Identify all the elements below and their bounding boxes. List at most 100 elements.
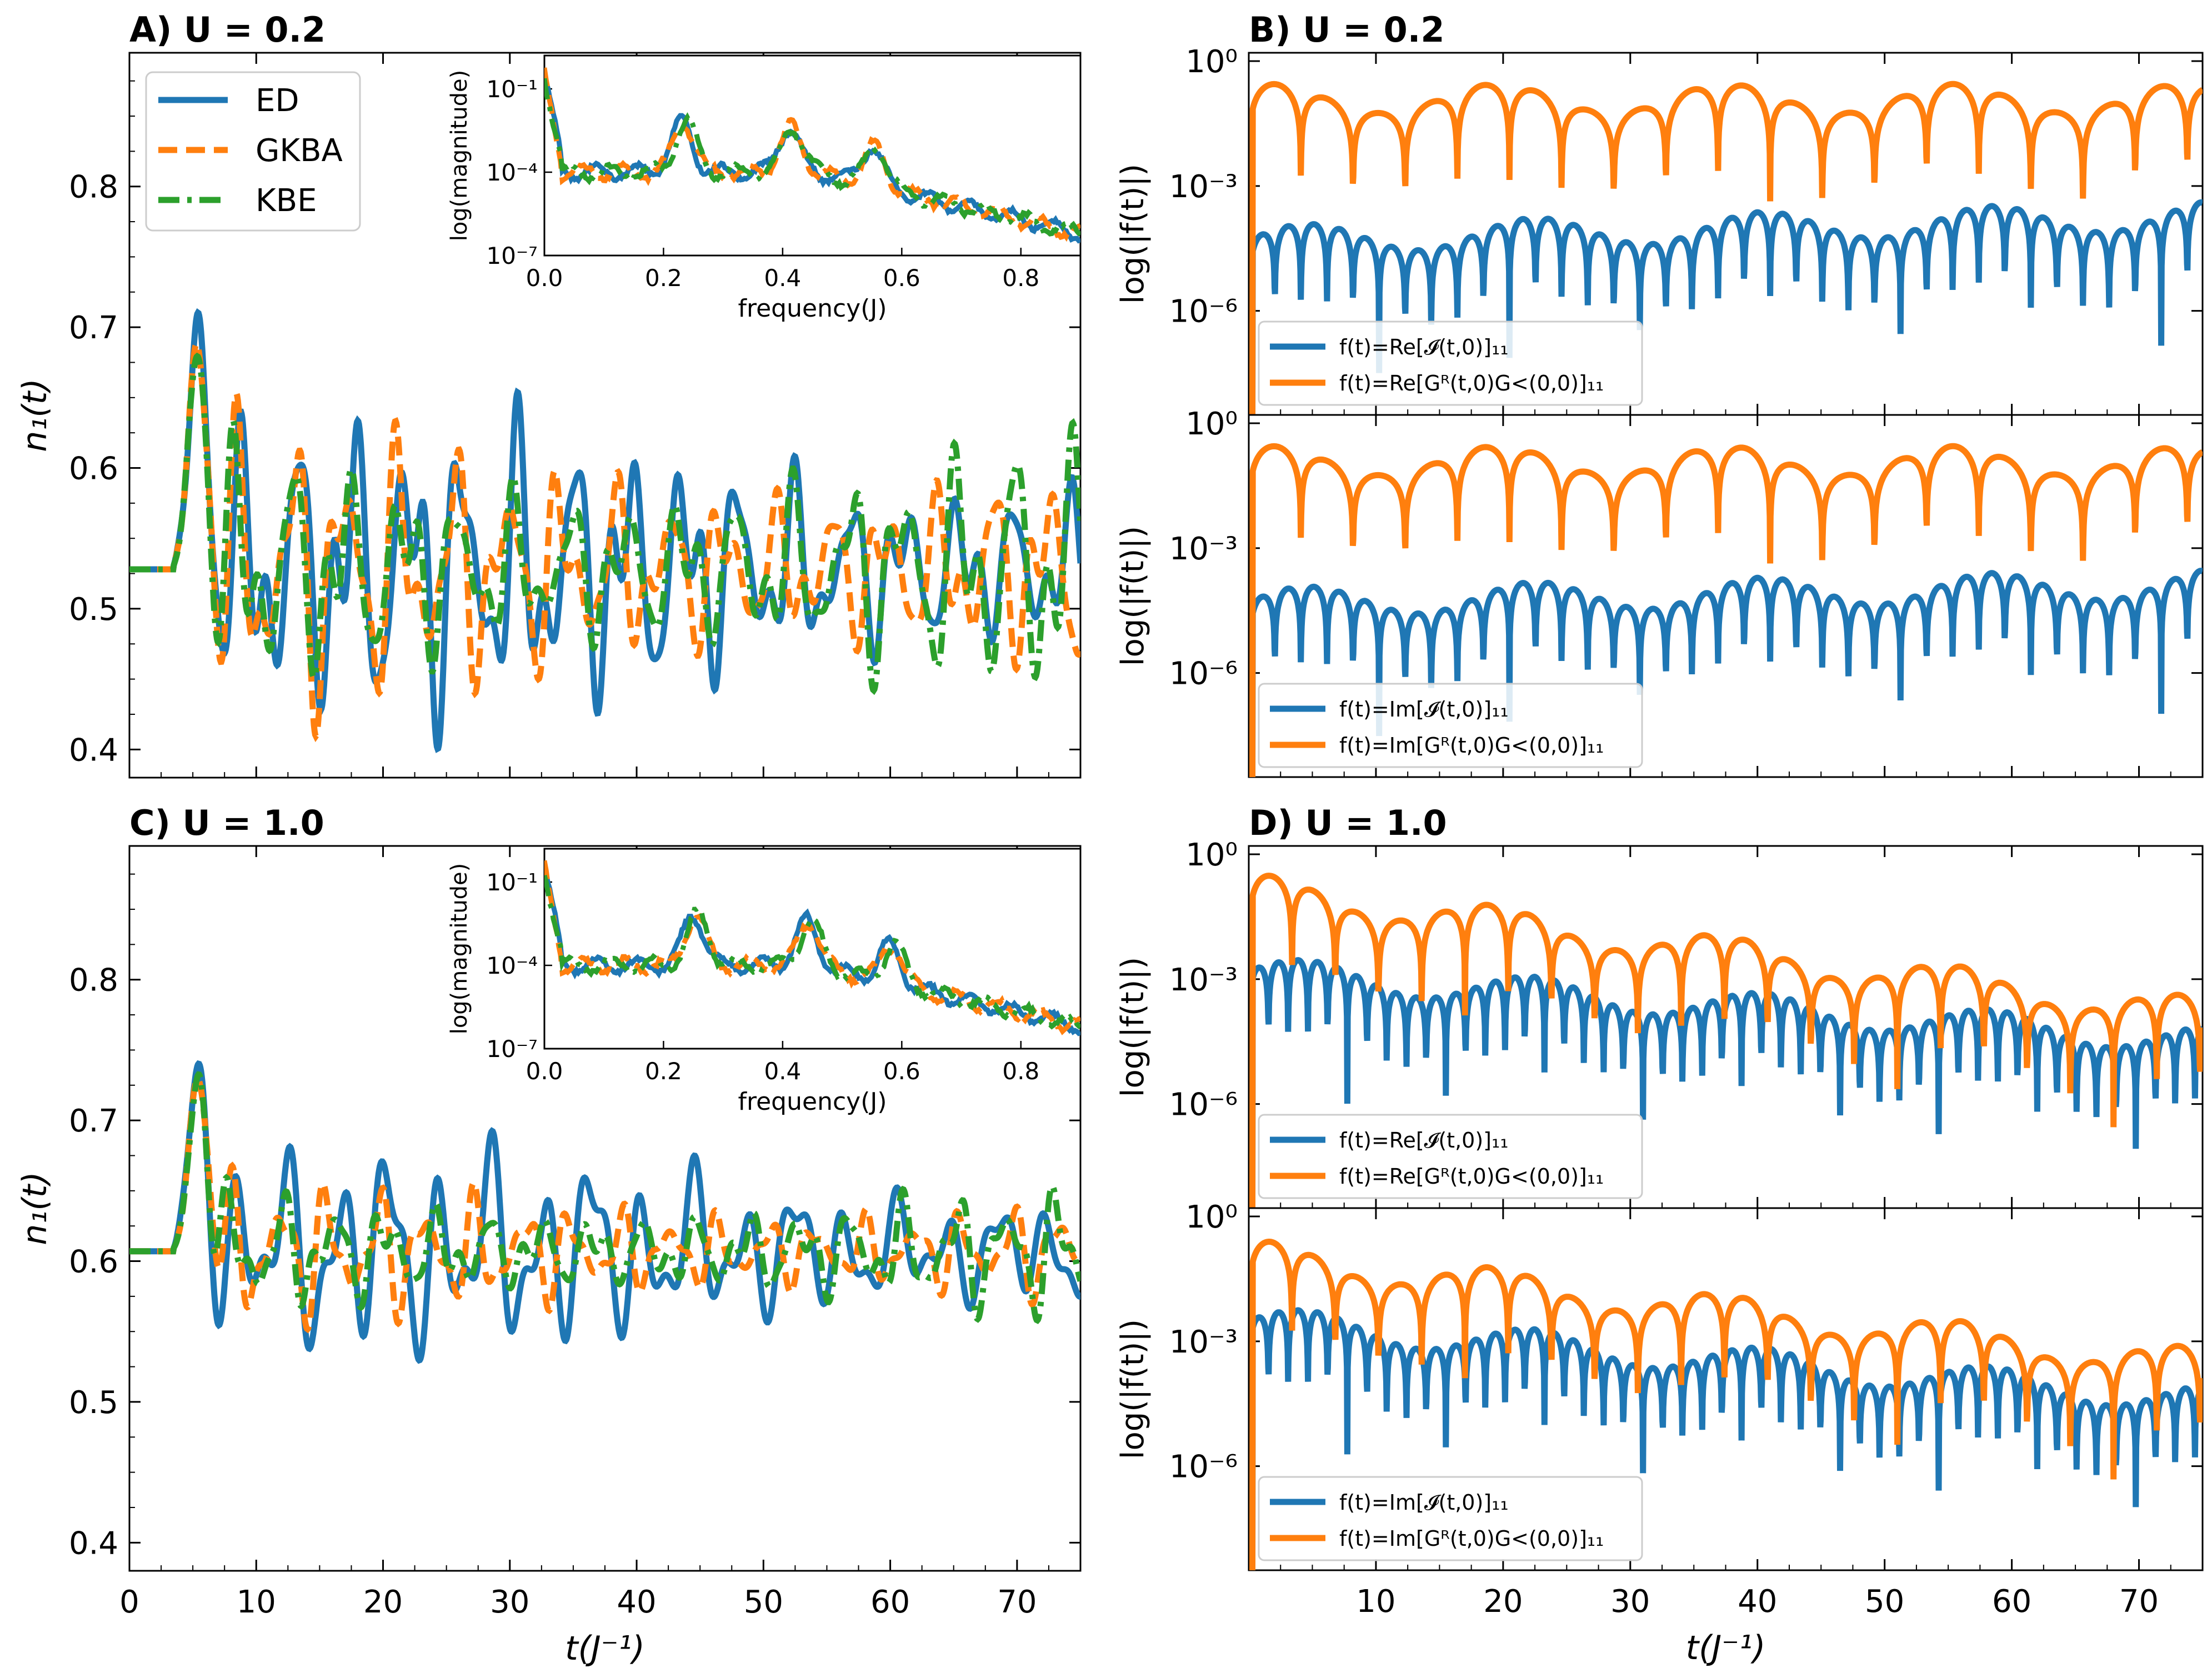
legend-label: f(t)=Re[Gᴿ(t,0)G<(0,0)]₁₁ <box>1339 371 1604 395</box>
inset-y-tick-label: 10⁻⁴ <box>487 952 538 979</box>
inset-y-axis-label: log(magnitude) <box>447 863 472 1035</box>
inset-x-tick-label: 0.6 <box>883 1058 920 1085</box>
y-tick-label: 10⁻³ <box>1169 962 1238 998</box>
inset-x-tick-label: 0.2 <box>645 1058 682 1085</box>
inset-y-tick-label: 10⁻⁷ <box>487 242 538 269</box>
panel-title: B) U = 0.2 <box>1249 9 1444 50</box>
legend-box <box>1258 320 1643 406</box>
x-tick-label: 10 <box>237 1584 276 1620</box>
x-tick-label: 40 <box>617 1584 656 1620</box>
y-tick-label: 0.6 <box>69 1244 118 1280</box>
inset-x-axis-label: frequency(J) <box>738 294 887 323</box>
y-axis-label: log(|f(t)|) <box>1115 957 1151 1097</box>
legend-label: f(t)=Im[𝓘(t,0)]₁₁ <box>1339 1490 1509 1515</box>
legend-label: f(t)=Im[𝓘(t,0)]₁₁ <box>1339 697 1509 722</box>
y-tick-label: 0.4 <box>69 732 118 768</box>
legend-box <box>1258 1114 1643 1199</box>
inset-y-tick-label: 10⁻¹ <box>487 76 538 103</box>
inset-y-tick-label: 10⁻⁷ <box>487 1035 538 1063</box>
panel-D-re: D) U = 1.0 10⁻⁶ 10⁻³ 10⁰ log(|f(t)|) f(t)=Re[… <box>1115 803 2204 1209</box>
inset-x-tick-label: 0.8 <box>1002 1058 1039 1085</box>
legend: f(t)=Im[𝓘(t,0)]₁₁ f(t)=Im[Gᴿ(t,0)G<(0,0)]… <box>1258 683 1643 768</box>
y-tick-label: 0.7 <box>69 310 118 346</box>
panel-B-im: 10⁻⁶10⁻³10⁰log(|f(t)|)f(t)=Im[𝓘(t,0)]₁₁f… <box>1115 406 2204 778</box>
legend-label: f(t)=Re[𝓘(t,0)]₁₁ <box>1339 335 1508 359</box>
x-tick-label: 30 <box>1610 1584 1650 1620</box>
legend-box <box>145 71 361 232</box>
y-axis-label: log(|f(t)|) <box>1115 1319 1151 1459</box>
x-tick-label: 20 <box>363 1584 403 1620</box>
y-tick-label: 10⁰ <box>1185 406 1238 442</box>
legend-box <box>1258 1476 1643 1561</box>
panel-B-re: B) U = 0.2 10⁻⁶ 10⁻³ 10⁰ log(|f(t)|) f(t)=Re[… <box>1115 9 2204 416</box>
x-tick-label: 50 <box>744 1584 783 1620</box>
series-line-ed <box>1249 568 2203 777</box>
inset-y-tick-label: 10⁻⁴ <box>487 159 538 186</box>
panel-A: A) U = 0.2 0.4 0.5 0.6 0.7 0.8 n₁(t) ED GKBA KBE 0… <box>16 9 1082 779</box>
series-line-ed <box>129 1060 1080 1364</box>
inset-series-kbe <box>544 78 1080 237</box>
y-tick-label: 10⁻³ <box>1169 169 1238 205</box>
inset-y-axis-label: log(magnitude) <box>447 70 472 242</box>
y-tick-label: 0.7 <box>69 1103 118 1139</box>
y-axis-label: log(|f(t)|) <box>1115 526 1151 666</box>
y-tick-label: 0.8 <box>69 963 118 999</box>
legend: f(t)=Im[𝓘(t,0)]₁₁ f(t)=Im[Gᴿ(t,0)G<(0,0)]… <box>1258 1476 1643 1561</box>
legend-label: f(t)=Re[𝓘(t,0)]₁₁ <box>1339 1128 1508 1153</box>
panel-title: A) U = 0.2 <box>129 9 326 50</box>
legend-label-kbe: KBE <box>256 183 317 219</box>
legend-label: f(t)=Re[Gᴿ(t,0)G<(0,0)]₁₁ <box>1339 1164 1604 1189</box>
y-tick-label: 0.5 <box>69 1385 118 1421</box>
x-tick-label: 10 <box>1356 1584 1395 1620</box>
inset-x-tick-label: 0.4 <box>764 264 801 292</box>
x-tick-label: 50 <box>1865 1584 1904 1620</box>
series-line-ed <box>129 308 1080 753</box>
y-axis-label: n₁(t) <box>16 1171 54 1245</box>
x-tick-label: 30 <box>490 1584 529 1620</box>
inset-x-tick-label: 0.2 <box>645 264 682 292</box>
y-tick-label: 10⁰ <box>1185 44 1238 80</box>
legend-label: f(t)=Im[Gᴿ(t,0)G<(0,0)]₁₁ <box>1339 1526 1604 1551</box>
x-tick-label: 70 <box>2119 1584 2159 1620</box>
y-tick-label: 10⁻³ <box>1169 531 1238 567</box>
inset-x-tick-label: 0.4 <box>764 1058 801 1085</box>
x-axis-label: t(J⁻¹) <box>565 1629 645 1668</box>
legend: f(t)=Re[𝓘(t,0)]₁₁ f(t)=Re[Gᴿ(t,0)G<(0,0)]… <box>1258 1114 1643 1199</box>
inset-A: 0.0 0.2 0.4 0.6 0.8 10⁻⁷ 10⁻⁴ 10⁻¹ frequency(J) l… <box>447 54 1082 323</box>
y-tick-label: 0.5 <box>69 592 118 628</box>
legend-label-ed: ED <box>256 83 299 119</box>
panel-title: D) U = 1.0 <box>1249 803 1447 843</box>
legend: f(t)=Re[𝓘(t,0)]₁₁ f(t)=Re[Gᴿ(t,0)G<(0,0)]… <box>1258 320 1643 406</box>
series-line-gkba <box>1249 873 2203 1208</box>
inset-x-axis-label: frequency(J) <box>738 1088 887 1116</box>
inset-y-tick-label: 10⁻¹ <box>487 869 538 896</box>
y-tick-label: 0.8 <box>69 169 118 206</box>
series-line-kbe <box>129 352 1080 695</box>
inset-C: 0.0 0.2 0.4 0.6 0.8 10⁻⁷ 10⁻⁴ 10⁻¹ frequency(J) l… <box>447 848 1082 1116</box>
panel-D-im: 10 20 30 40 50 60 70 10⁻⁶ 10⁻³ 10⁰ t(J⁻¹) log(|f(t)… <box>1115 1199 2204 1667</box>
inset-frame <box>543 848 1082 1050</box>
y-tick-label: 10⁻⁶ <box>1169 1087 1238 1123</box>
inset-series-kbe <box>544 874 1080 1030</box>
series-line-gkba <box>129 1076 1080 1334</box>
series-line-kbe <box>129 1071 1080 1324</box>
y-axis-label: log(|f(t)|) <box>1115 164 1151 304</box>
x-tick-label: 70 <box>997 1584 1037 1620</box>
x-tick-label: 20 <box>1483 1584 1523 1620</box>
legend-label: f(t)=Im[Gᴿ(t,0)G<(0,0)]₁₁ <box>1339 733 1604 758</box>
series-line-gkba <box>1249 81 2203 415</box>
panel-title: C) U = 1.0 <box>129 803 324 843</box>
x-tick-label: 60 <box>870 1584 910 1620</box>
series-line-gkba <box>129 339 1080 743</box>
inset-x-tick-label: 0.6 <box>883 264 920 292</box>
y-axis-label: n₁(t) <box>16 378 54 452</box>
inset-series-ed <box>544 74 1080 244</box>
panel-C: C) U = 1.0 0 10 20 30 40 50 60 70 0.4 0.5 0.6 0.7 0.8… <box>16 803 1082 1668</box>
x-tick-label: 60 <box>1992 1584 2031 1620</box>
y-tick-label: 10⁰ <box>1185 837 1238 873</box>
inset-series-gkba <box>544 860 1080 1035</box>
y-tick-label: 0.4 <box>69 1525 118 1561</box>
y-tick-label: 10⁰ <box>1185 1199 1238 1235</box>
series-line-gkba <box>1249 443 2203 777</box>
